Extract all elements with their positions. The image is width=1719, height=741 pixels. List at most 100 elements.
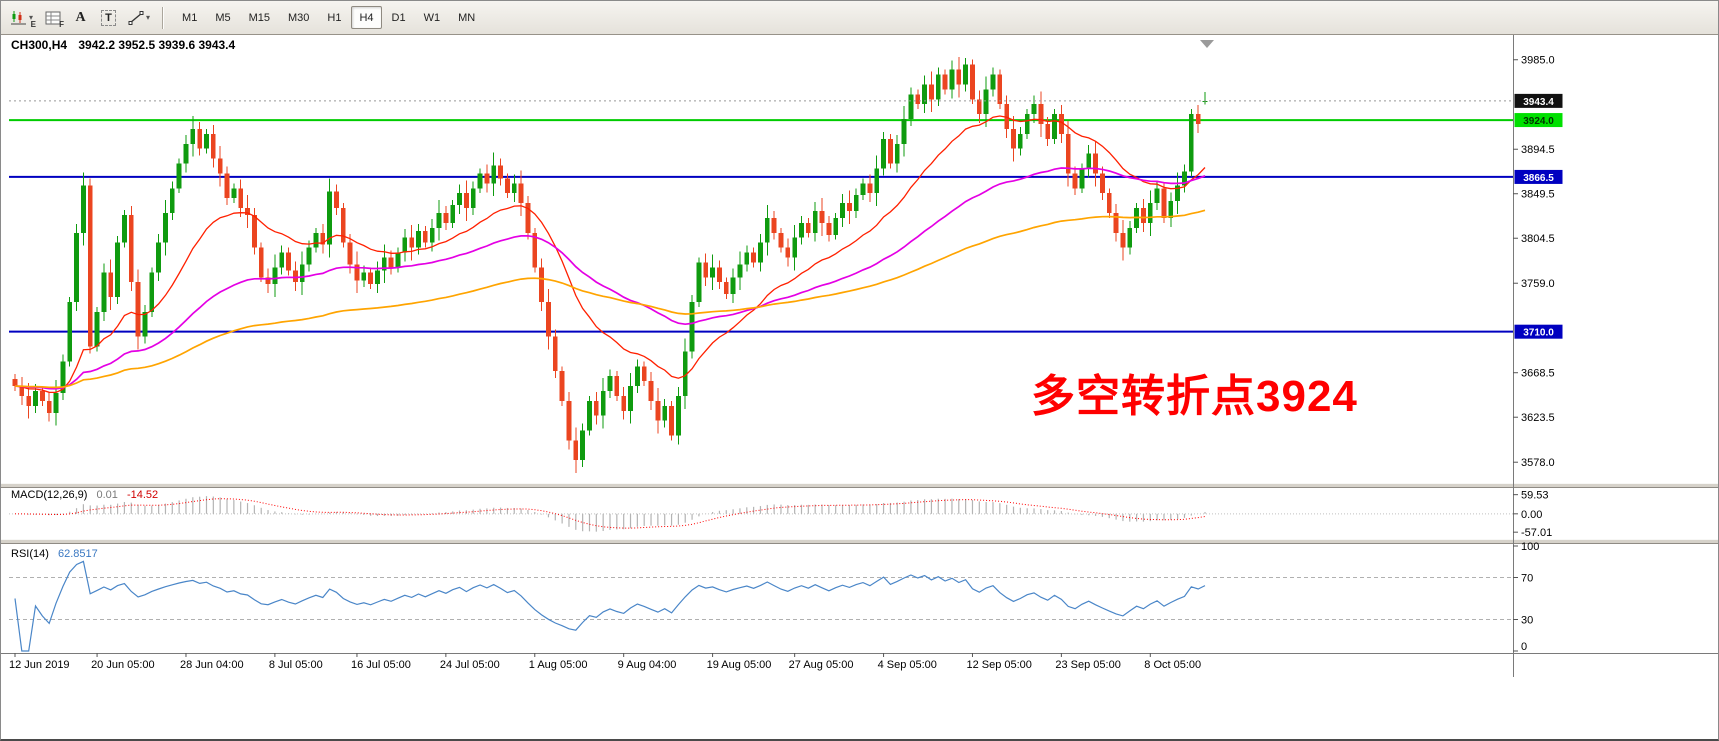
candle-body — [293, 270, 298, 283]
timeframe-button-w1[interactable]: W1 — [416, 6, 449, 29]
candle-body — [655, 400, 661, 421]
candle-body — [135, 282, 141, 337]
candle-body — [286, 252, 291, 271]
candle-body — [416, 230, 421, 248]
candle-body — [812, 211, 818, 233]
candle-body — [901, 119, 907, 144]
candle-body — [1188, 114, 1194, 172]
level-price-badge-bg — [1514, 324, 1563, 339]
candle-body — [122, 214, 127, 243]
timeframe-button-mn[interactable]: MN — [450, 6, 483, 29]
macd-label: MACD(12,26,9) 0.01 -14.52 — [11, 489, 158, 501]
candle-body — [477, 173, 483, 189]
candle-body — [915, 94, 921, 105]
candle-body — [163, 213, 168, 243]
rsi-label: RSI(14) 62.8517 — [11, 548, 98, 560]
candle-body — [1024, 114, 1030, 134]
candle-body — [1072, 173, 1078, 189]
candle-body — [1120, 232, 1126, 248]
candle-body — [956, 69, 962, 85]
candle-body — [80, 185, 86, 233]
ma-20-line — [14, 115, 1206, 394]
candle-body — [559, 371, 565, 401]
chevron-down-icon: ▾ — [29, 13, 34, 22]
candle-body — [1195, 114, 1201, 125]
candle-body — [1093, 153, 1098, 174]
candle-body — [860, 183, 866, 196]
timeframe-button-d1[interactable]: D1 — [384, 6, 414, 29]
candle-body — [361, 272, 367, 281]
candle-body — [976, 99, 982, 115]
candle-body — [347, 242, 353, 265]
candle-body — [600, 391, 606, 416]
charts-button[interactable]: E ▾ — [5, 5, 38, 30]
candle-body — [19, 386, 25, 396]
macd-name: MACD(12,26,9) — [11, 489, 87, 501]
candle-body — [662, 405, 668, 421]
candle-body — [60, 361, 66, 393]
candle-body — [388, 257, 394, 268]
candle-body — [846, 203, 852, 212]
candle-body — [826, 222, 832, 235]
rsi-panel — [9, 560, 1513, 652]
candle-body — [67, 302, 73, 362]
candle-body — [1079, 168, 1085, 189]
timeframe-toolbar: M1 M5 M15 M30 H1 H4 D1 W1 MN — [174, 6, 483, 29]
candle-body — [717, 267, 722, 283]
axes-layer: 3985.0 3894.5 3849.5 3804.5 3759.0 3668.5 3623… — [9, 55, 1563, 671]
rsi-tick-label: 0 — [1521, 641, 1527, 653]
candle-body — [634, 366, 640, 387]
candle-body — [279, 252, 285, 268]
charts-button-sub: E — [30, 20, 37, 29]
draw-tools-button[interactable]: ▾ — [123, 5, 155, 30]
candle-body — [764, 217, 770, 243]
text-box-glyph: T — [101, 9, 116, 26]
timeframe-button-m1[interactable]: M1 — [174, 6, 205, 29]
timeframe-button-m30[interactable]: M30 — [280, 6, 317, 29]
candle-body — [265, 277, 271, 285]
candle-body — [1106, 193, 1112, 214]
candle-body — [935, 74, 941, 100]
timeframe-button-h1[interactable]: H1 — [319, 6, 349, 29]
timeframe-button-m5[interactable]: M5 — [207, 6, 238, 29]
candle-body — [539, 267, 545, 303]
candle-body — [183, 143, 189, 164]
candle-body — [881, 138, 886, 169]
panel-splitter[interactable] — [1, 483, 1719, 488]
annotation-text: 多空转折点3924 — [1031, 372, 1358, 421]
current-price-badge-bg — [1514, 93, 1563, 108]
candle-body — [190, 128, 196, 144]
candle-body — [1147, 203, 1153, 223]
candle-body — [313, 232, 319, 248]
candle-body — [53, 392, 59, 413]
candle-body — [929, 84, 934, 100]
candle-body — [675, 395, 681, 436]
panel-splitter[interactable] — [1, 539, 1719, 544]
candle-body — [1161, 188, 1167, 218]
candle-body — [792, 237, 798, 258]
candle-body — [1052, 114, 1057, 139]
candle-body — [74, 232, 79, 303]
text-label-button[interactable]: A — [67, 5, 94, 30]
timeframe-button-m15[interactable]: M15 — [241, 6, 278, 29]
candle-body — [491, 165, 497, 184]
candle-body — [1113, 213, 1119, 233]
candle-body — [176, 163, 182, 189]
macd-signal-value: -14.52 — [127, 489, 158, 501]
candle-body — [26, 395, 32, 406]
chart-shift-marker[interactable] — [1200, 40, 1214, 48]
candle-body — [751, 252, 757, 263]
timeframe-button-h4[interactable]: H4 — [351, 6, 382, 29]
candle-body — [1065, 133, 1071, 174]
candle-body — [306, 247, 312, 265]
rsi-tick-label: 70 — [1521, 573, 1533, 585]
candle-body — [1202, 100, 1208, 103]
data-window-button[interactable]: F — [39, 5, 66, 30]
level-price-badge: 3710.0 — [1523, 328, 1554, 339]
candle-body — [894, 143, 900, 164]
time-tick-label: 28 Jun 04:00 — [180, 659, 244, 671]
candle-body — [1038, 104, 1044, 125]
text-box-button[interactable]: T — [95, 5, 122, 30]
candle-body — [422, 230, 428, 243]
